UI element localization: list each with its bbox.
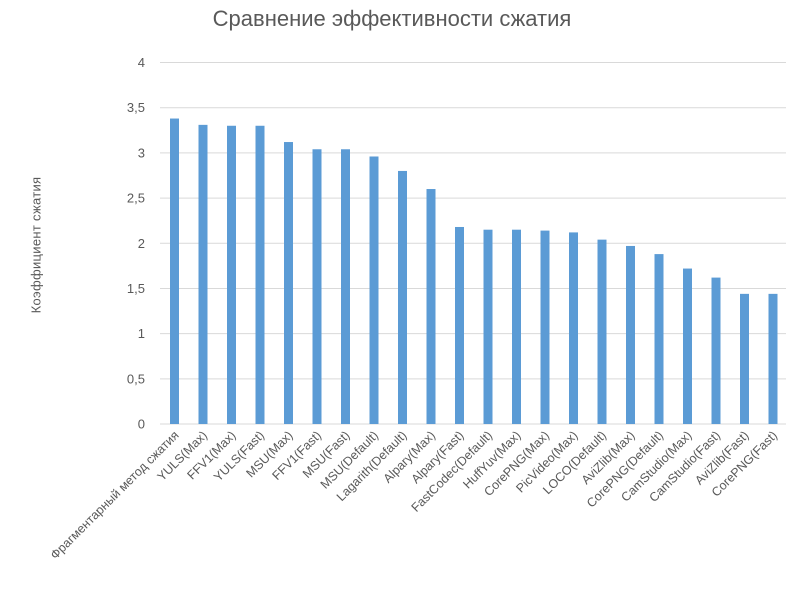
gridlines xyxy=(160,62,786,425)
y-tick-label: 3 xyxy=(138,145,145,160)
y-tick-label: 4 xyxy=(138,55,145,70)
bar xyxy=(654,254,664,424)
bar xyxy=(312,149,322,424)
bar xyxy=(455,226,464,424)
bar xyxy=(483,229,493,424)
bar xyxy=(740,293,749,424)
bars xyxy=(170,118,778,425)
y-tick-label: 1,5 xyxy=(127,281,145,296)
bar xyxy=(569,232,578,424)
bar xyxy=(227,125,236,424)
y-tick-label: 3,5 xyxy=(127,100,145,115)
bar xyxy=(683,268,692,424)
bar xyxy=(597,239,607,424)
bar xyxy=(284,142,293,424)
bar xyxy=(540,230,550,424)
bar xyxy=(626,245,635,424)
bar xyxy=(198,124,208,424)
x-axis-labels: Фрагментарный метод сжатияYULS(Max)FFV1(… xyxy=(48,428,780,562)
chart-title-text: Сравнение эффективности сжатия xyxy=(212,6,572,31)
chart-title: Сравнение эффективности сжатия xyxy=(0,6,804,32)
bar xyxy=(255,125,265,424)
bar xyxy=(341,149,350,424)
bar xyxy=(711,277,721,424)
bar xyxy=(170,118,179,424)
bar xyxy=(369,156,379,425)
bar xyxy=(512,229,521,424)
y-tick-label: 2 xyxy=(138,236,145,251)
y-tick-label: 1 xyxy=(138,326,145,341)
x-tick-label: Фрагментарный метод сжатия xyxy=(48,428,182,562)
bar xyxy=(398,170,407,424)
bar xyxy=(768,293,778,424)
y-tick-label: 0 xyxy=(138,417,145,432)
bar xyxy=(426,189,436,424)
y-tick-label: 2,5 xyxy=(127,191,145,206)
y-tick-label: 0,5 xyxy=(127,371,145,386)
y-axis-ticks: 0 0,5 1 1,5 2 2,5 3 3,5 4 xyxy=(127,55,145,432)
